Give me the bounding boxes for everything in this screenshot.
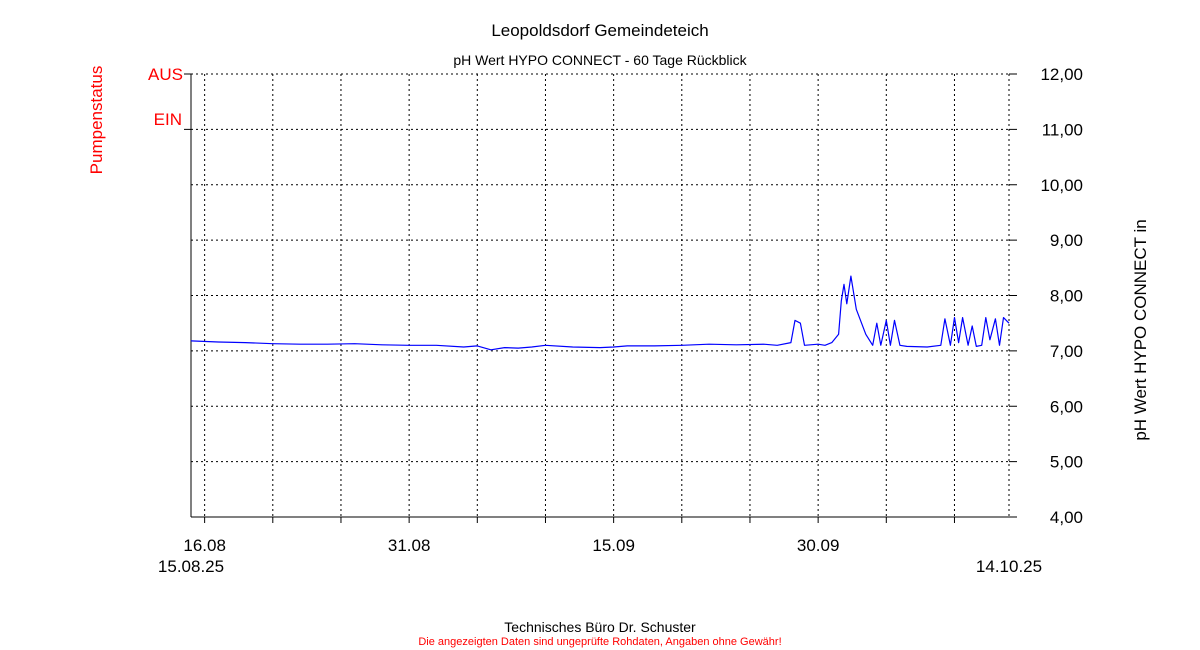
- x-start-label: 15.08.25: [158, 557, 224, 576]
- y-tick-label: 5,00: [1050, 453, 1083, 472]
- y-tick-label: 8,00: [1050, 287, 1083, 306]
- footer-disclaimer: Die angezeigten Daten sind ungeprüfte Ro…: [418, 636, 781, 648]
- pump-status-axis-label: Pumpenstatus: [87, 66, 106, 175]
- pump-status-ein-label: EIN: [154, 110, 182, 129]
- chart-subtitle: pH Wert HYPO CONNECT - 60 Tage Rückblick: [453, 52, 747, 68]
- right-axis-label: pH Wert HYPO CONNECT in: [1131, 219, 1150, 440]
- axes: [184, 73, 1009, 518]
- series-layer: [190, 275, 1010, 351]
- footer-company: Technisches Büro Dr. Schuster: [504, 619, 696, 635]
- x-tick-label: 16.08: [183, 536, 226, 555]
- x-tick-labels: 16.08 31.08 15.09 30.09: [183, 536, 839, 555]
- y-tick-labels: 12,00 11,00 10,00 9,00 8,00 7,00 6,00 5,00 4,00: [1040, 65, 1083, 527]
- ph-series-line: [190, 275, 1010, 351]
- x-tick-label: 30.09: [797, 536, 840, 555]
- y-tick-label: 9,00: [1050, 231, 1083, 250]
- grid-lines: [191, 73, 1010, 517]
- y-tick-label: 11,00: [1042, 120, 1083, 139]
- x-tick-label: 15.09: [592, 536, 635, 555]
- x-tick-label: 31.08: [388, 536, 431, 555]
- y-tick-label: 4,00: [1050, 508, 1083, 527]
- chart-title: Leopoldsdorf Gemeindeteich: [491, 21, 708, 40]
- tick-marks: [204, 73, 1017, 523]
- y-tick-label: 6,00: [1050, 397, 1083, 416]
- pump-status-aus-label: AUS: [148, 65, 183, 84]
- y-tick-label: 12,00: [1040, 65, 1083, 84]
- x-end-label: 14.10.25: [976, 557, 1042, 576]
- y-tick-label: 10,00: [1040, 176, 1083, 195]
- y-tick-label: 7,00: [1050, 342, 1083, 361]
